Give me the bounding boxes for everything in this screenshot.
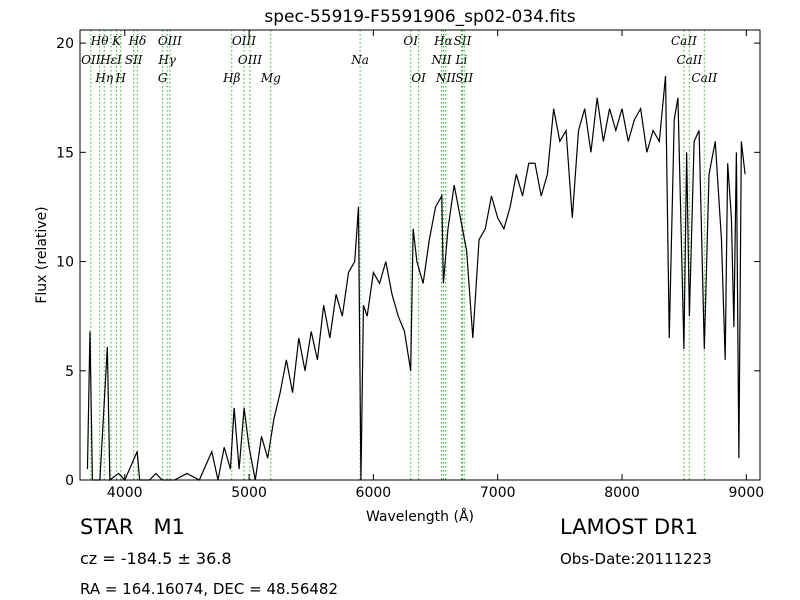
x-tick-label: 5000: [231, 485, 267, 501]
plot-frame: [79, 29, 761, 481]
spectral-line-label: Hα: [433, 34, 453, 48]
spectral-line-label: OII: [81, 53, 101, 67]
x-tick-label: 9000: [729, 485, 765, 501]
x-axis-label: Wavelength (Å): [366, 508, 474, 525]
y-tick-label: 5: [65, 364, 74, 380]
spectral-line-label: OI: [411, 71, 426, 85]
spectral-line-label: Hγ: [157, 53, 176, 67]
object-class: STAR M1: [80, 515, 185, 539]
spectral-line-label: Hη: [94, 71, 113, 85]
obs-date: Obs-Date:20111223: [560, 550, 712, 568]
spectral-line-label: OI: [403, 34, 418, 48]
spectral-line-label: Hθ: [90, 34, 109, 48]
spectral-line-label: OIII: [232, 34, 256, 48]
spectral-line-label: K: [111, 34, 122, 48]
chart-title: spec-55919-F5591906_sp02-034.fits: [264, 7, 575, 27]
x-tick-label: 7000: [480, 485, 516, 501]
spectral-line-label: SII: [125, 53, 143, 67]
x-tick-label: 8000: [604, 485, 640, 501]
y-tick-label: 10: [56, 255, 74, 271]
survey: LAMOST DR1: [560, 515, 698, 539]
spectral-line-label: Li: [454, 53, 467, 67]
coordinates: RA = 164.16074, DEC = 48.56482: [80, 580, 338, 598]
spectral-line-label: CaII: [676, 53, 702, 67]
spectral-line-label: SII: [455, 71, 473, 85]
spectral-line-label: HεI: [99, 53, 122, 67]
spectral-line-label: Mg: [260, 71, 281, 85]
y-tick-label: 15: [56, 145, 74, 161]
spectral-line-label: NII: [435, 71, 456, 85]
spectral-line-label: OIII: [238, 53, 262, 67]
spectral-line-label: CaII: [671, 34, 697, 48]
spectral-line-label: G: [158, 71, 168, 85]
spectral-line-label: Na: [350, 53, 369, 67]
spectral-line-label: H: [115, 71, 127, 85]
x-tick-label: 6000: [356, 485, 392, 501]
y-tick-label: 0: [65, 473, 74, 489]
y-axis-label: Flux (relative): [34, 206, 50, 303]
y-tick-label: 20: [56, 36, 74, 52]
spectral-line-label: SII: [454, 34, 472, 48]
redshift: cz = -184.5 ± 36.8: [80, 549, 232, 568]
spectral-line-label: NII: [431, 53, 452, 67]
spectral-line-label: OIII: [158, 34, 182, 48]
spectral-line-label: Hδ: [128, 34, 147, 48]
spectral-line-label: Hβ: [222, 71, 240, 85]
spectral-line-label: CaII: [691, 71, 717, 85]
spectrum-line: [86, 75, 746, 482]
x-tick-label: 4000: [107, 485, 143, 501]
